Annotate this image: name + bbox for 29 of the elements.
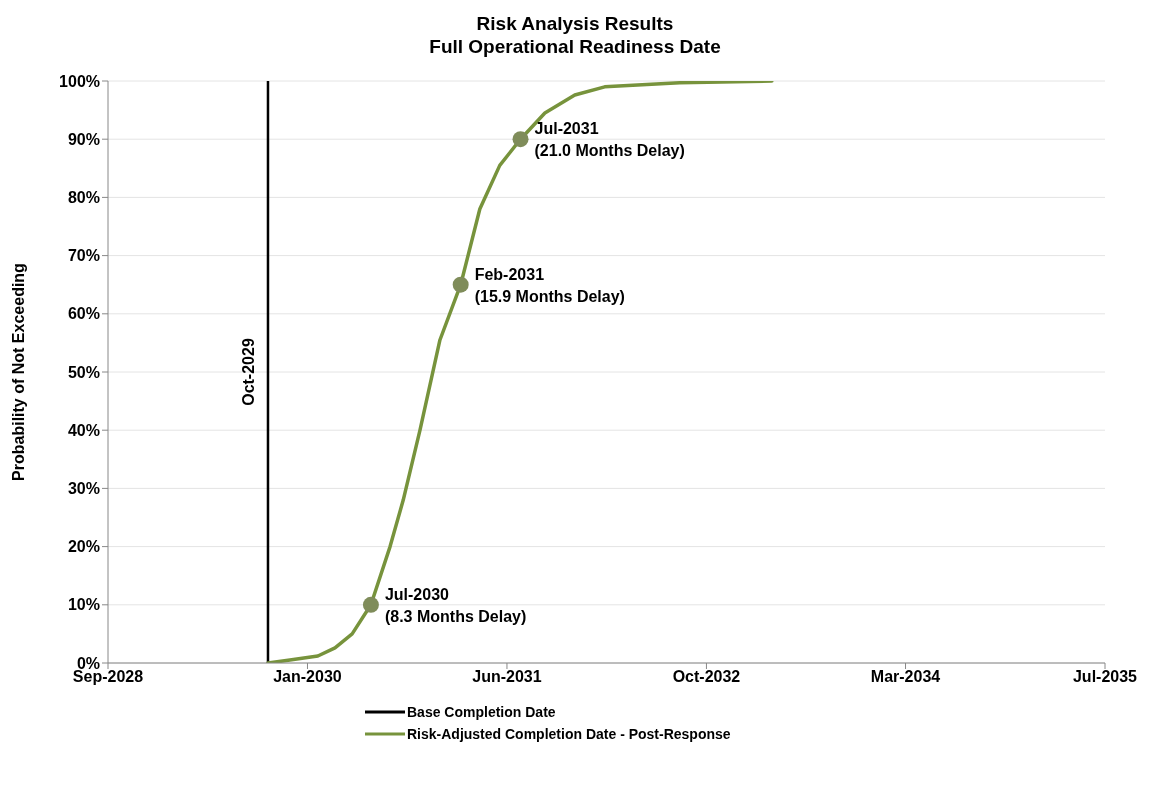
annotation: Jul-2031 (21.0 Months Delay): [534, 120, 685, 160]
point: [452, 276, 469, 293]
x-tick-label: Jun-2031: [472, 668, 542, 686]
point: [362, 596, 379, 613]
y-tick-label: 90%: [67, 130, 100, 148]
y-tick-label: 100%: [59, 72, 100, 90]
legend-label: Base Completion Date: [407, 704, 556, 720]
line-series: [266, 81, 774, 663]
x-tick-label: Oct-2032: [672, 668, 741, 686]
chart-subtitle: Full Operational Readiness Date: [428, 35, 722, 58]
x-tick-label: Jul-2035: [1072, 668, 1138, 686]
x-tick-label: Jan-2030: [273, 668, 342, 686]
y-tick-label: 20%: [67, 538, 100, 556]
y-tick-label: 80%: [67, 189, 100, 207]
x-tick-label: Mar-2034: [870, 668, 941, 686]
y-tick-label: 50%: [67, 363, 100, 381]
x-tick-label: Sep-2028: [72, 668, 144, 686]
annotation: Jul-2030 (8.3 Months Delay): [384, 585, 527, 625]
y-tick-label: 40%: [67, 421, 100, 439]
y-tick-label: 10%: [67, 596, 100, 614]
chart-title: Risk Analysis Results: [475, 12, 675, 35]
legend-label: Risk-Adjusted Completion Date - Post-Response: [407, 726, 731, 742]
point: [512, 131, 529, 148]
annotation: Feb-2031 (15.9 Months Delay): [474, 265, 625, 305]
y-tick-label: 70%: [67, 247, 100, 265]
annotation: Oct-2029: [239, 338, 257, 406]
y-tick-label: 60%: [67, 305, 100, 323]
y-axis-title: Probability of Not Exceeding: [9, 263, 27, 481]
y-tick-label: 30%: [67, 480, 100, 498]
